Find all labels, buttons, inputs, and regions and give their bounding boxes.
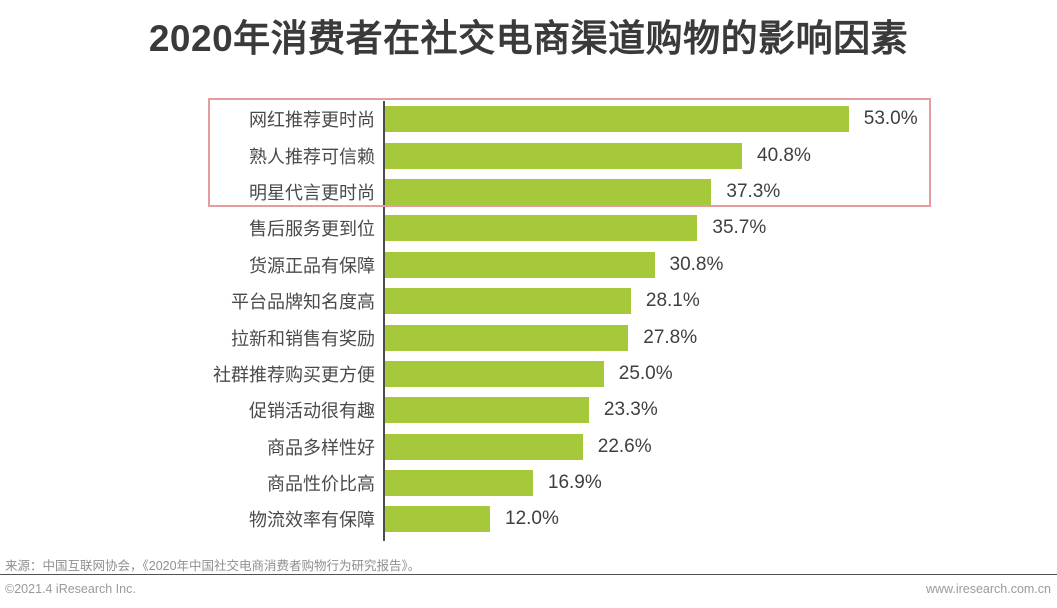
- chart-row: 售后服务更到位 35.7%: [0, 210, 980, 246]
- bar: [385, 506, 490, 533]
- category-label: 商品多样性好: [267, 437, 375, 458]
- chart-rows: 网红推荐更时尚 53.0% 熟人推荐可信赖 40.8% 明星代言更时尚 37.3% 售后服务…: [0, 101, 980, 538]
- chart-row: 促销活动很有趣 23.3%: [0, 392, 980, 428]
- bar-track: 27.8%: [385, 319, 980, 355]
- category-label: 货源正品有保障: [249, 255, 375, 276]
- bar: [385, 106, 849, 133]
- bar-track: 16.9%: [385, 465, 980, 501]
- bar: [385, 397, 589, 424]
- value-label: 23.3%: [603, 399, 658, 421]
- category-label: 商品性价比高: [267, 474, 375, 495]
- chart-row: 平台品牌知名度高 28.1%: [0, 283, 980, 319]
- chart-row: 明星代言更时尚 37.3%: [0, 174, 980, 210]
- category-label: 社群推荐购买更方便: [213, 364, 375, 385]
- website-link: www.iresearch.com.cn: [925, 582, 1051, 596]
- chart-row: 网红推荐更时尚 53.0%: [0, 101, 980, 137]
- bar: [385, 215, 698, 242]
- y-axis-line: [383, 101, 385, 541]
- category-label: 售后服务更到位: [249, 219, 375, 240]
- divider-line: [0, 574, 1057, 575]
- bar: [385, 288, 631, 315]
- bar-track: 37.3%: [385, 174, 980, 210]
- value-label: 37.3%: [726, 180, 781, 202]
- chart-row: 熟人推荐可信赖 40.8%: [0, 137, 980, 173]
- category-label: 网红推荐更时尚: [249, 110, 375, 131]
- value-label: 28.1%: [645, 290, 700, 312]
- value-label: 27.8%: [643, 326, 698, 348]
- value-label: 53.0%: [863, 108, 918, 130]
- chart-row: 拉新和销售有奖励 27.8%: [0, 319, 980, 355]
- value-label: 22.6%: [597, 435, 652, 457]
- bar: [385, 142, 742, 169]
- bar: [385, 324, 629, 351]
- bar-track: 22.6%: [385, 429, 980, 465]
- chart-title: 2020年消费者在社交电商渠道购物的影响因素: [148, 18, 909, 59]
- chart-row: 货源正品有保障 30.8%: [0, 247, 980, 283]
- chart-row: 物流效率有保障 12.0%: [0, 501, 980, 537]
- chart-row: 商品性价比高 16.9%: [0, 465, 980, 501]
- bar-track: 28.1%: [385, 283, 980, 319]
- bar-track: 23.3%: [385, 392, 980, 428]
- category-label: 拉新和销售有奖励: [231, 328, 375, 349]
- category-label: 物流效率有保障: [249, 510, 375, 531]
- value-label: 30.8%: [669, 253, 724, 275]
- copyright: ©2021.4 iResearch Inc.: [5, 582, 136, 596]
- category-label: 明星代言更时尚: [249, 182, 375, 203]
- bar: [385, 470, 533, 497]
- value-label: 25.0%: [618, 362, 673, 384]
- bar-track: 12.0%: [385, 501, 980, 537]
- category-label: 平台品牌知名度高: [231, 292, 375, 313]
- chart-row: 商品多样性好 22.6%: [0, 429, 980, 465]
- value-label: 12.0%: [505, 508, 559, 530]
- source-note: 来源：中国互联网协会，《2020年中国社交电商消费者购物行为研究报告》。: [5, 559, 421, 573]
- bar: [385, 433, 583, 460]
- bar-track: 40.8%: [385, 137, 980, 173]
- value-label: 16.9%: [547, 472, 602, 494]
- bar-track: 25.0%: [385, 356, 980, 392]
- bar-track: 53.0%: [385, 101, 980, 137]
- category-label: 熟人推荐可信赖: [249, 146, 375, 167]
- category-label: 促销活动很有趣: [249, 401, 375, 422]
- value-label: 35.7%: [712, 217, 767, 239]
- bar: [385, 178, 712, 205]
- chart-row: 社群推荐购买更方便 25.0%: [0, 356, 980, 392]
- bar-chart: 网红推荐更时尚 53.0% 熟人推荐可信赖 40.8% 明星代言更时尚 37.3% 售后服务…: [0, 101, 980, 538]
- value-label: 40.8%: [757, 144, 811, 166]
- bar: [385, 251, 655, 278]
- bar: [385, 360, 604, 387]
- bar-track: 30.8%: [385, 247, 980, 283]
- bar-track: 35.7%: [385, 210, 980, 246]
